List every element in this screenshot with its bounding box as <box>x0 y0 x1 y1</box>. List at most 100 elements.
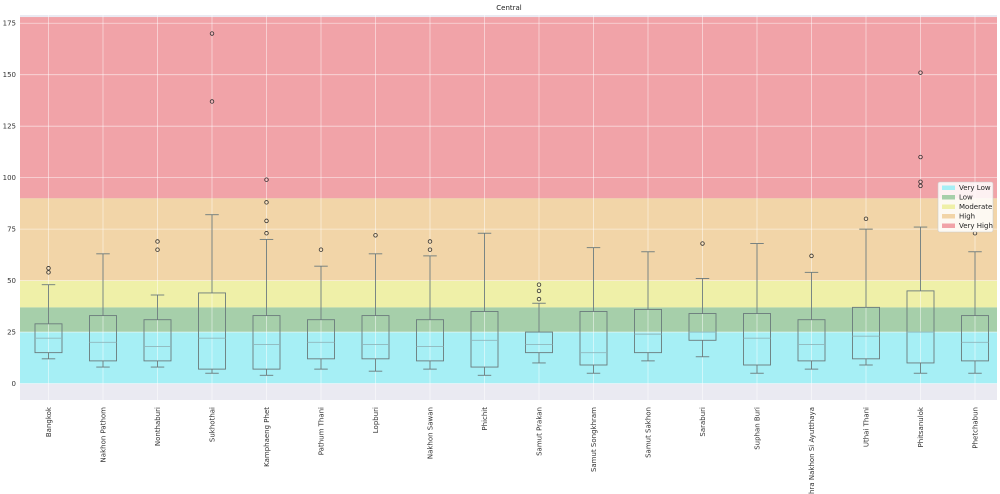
y-tick-label: 0 <box>12 380 16 388</box>
grid-lines <box>20 15 997 400</box>
legend-swatch <box>942 204 955 209</box>
box-phitsanulok <box>906 70 935 374</box>
x-tick-label: Samut Sakhon <box>645 407 653 458</box>
legend-label: High <box>959 213 975 221</box>
box-samut-sakhon <box>634 251 662 362</box>
box-phra-nakhon-si-ayutthaya <box>797 253 826 370</box>
box-suphan-buri <box>743 243 771 374</box>
box-samut-songkhram <box>579 247 608 374</box>
outlier-point <box>155 247 160 252</box>
outlier-point <box>700 241 705 246</box>
chart-title: Central <box>496 4 522 12</box>
legend-label: Low <box>959 194 973 202</box>
x-tick-label: Saraburi <box>699 407 707 437</box>
legend-box <box>937 181 994 233</box>
outlier-point <box>918 183 923 189</box>
outlier-point <box>155 239 160 244</box>
box-iqr <box>361 315 390 360</box>
box-iqr <box>688 313 717 341</box>
outlier-point <box>209 99 215 104</box>
legend-swatch <box>942 185 955 190</box>
band-low <box>20 307 997 333</box>
outlier-point <box>809 253 814 259</box>
outlier-point <box>863 216 869 222</box>
x-tick-label: Nakhon Pathom <box>100 407 108 463</box>
x-tick-label: Samut Prakan <box>536 407 544 456</box>
legend-label: Moderate <box>959 203 992 211</box>
box-pathum-thani <box>307 247 335 370</box>
x-tick-label: Uthai Thani <box>863 407 871 447</box>
outlier-point <box>918 154 923 160</box>
box-phichit <box>470 232 499 376</box>
outlier-point <box>918 70 923 75</box>
x-tick-label: Samut Songkhram <box>590 407 598 472</box>
box-sukhothai <box>198 31 226 374</box>
y-tick-label: 25 <box>7 329 16 337</box>
band-very-low <box>20 332 997 384</box>
outlier-point <box>318 247 324 252</box>
x-axis-ticks: Bangkok Nakhon Pathom Nonthaburi Sukhothai K… <box>45 406 980 494</box>
box-iqr <box>252 315 281 370</box>
outlier-point <box>427 247 433 252</box>
box-iqr <box>961 315 989 362</box>
legend-label: Very Low <box>959 184 991 192</box>
x-tick-label: Bangkok <box>45 406 53 437</box>
box-iqr <box>743 313 771 366</box>
band-high <box>20 198 997 281</box>
x-tick-label: Phra Nakhon Si Ayutthaya <box>808 407 816 494</box>
box-iqr <box>852 306 880 360</box>
x-tick-label: Nonthaburi <box>154 407 162 446</box>
band-very-high <box>20 17 997 199</box>
band-moderate <box>20 280 997 308</box>
box-samut-prakan <box>525 282 553 364</box>
x-tick-label: Sukhothai <box>209 407 217 442</box>
outlier-point <box>536 296 542 302</box>
outlier-point <box>264 231 269 236</box>
x-tick-label: Kamphaeng Phet <box>263 407 271 467</box>
box-bangkok <box>34 266 63 360</box>
y-tick-label: 100 <box>3 174 16 182</box>
outlier-point <box>427 239 433 244</box>
x-tick-label: Phetchabun <box>972 407 980 449</box>
x-tick-label: Pathum Thani <box>318 407 326 455</box>
outlier-point <box>536 288 542 294</box>
box-uthai-thani <box>852 216 880 366</box>
box-iqr <box>89 315 117 362</box>
category-bands <box>20 17 997 384</box>
legend-swatch <box>942 214 955 219</box>
y-tick-label: 175 <box>3 20 16 28</box>
box-phetchabun <box>961 231 989 374</box>
outlier-point <box>264 177 269 182</box>
box-iqr <box>198 292 226 370</box>
box-iqr <box>634 308 662 354</box>
x-tick-label: Phichit <box>481 407 489 431</box>
y-tick-label: 50 <box>7 277 16 285</box>
outlier-point <box>536 282 542 287</box>
outlier-point <box>46 270 51 275</box>
box-series <box>34 31 989 376</box>
y-axis-ticks: 0 25 50 75 100 125 150 175 <box>3 20 16 388</box>
outlier-point <box>264 218 269 224</box>
box-iqr <box>797 319 826 362</box>
box-iqr <box>143 319 172 362</box>
box-iqr <box>906 290 935 364</box>
outlier-point <box>264 200 269 205</box>
legend-label: Very High <box>959 222 993 230</box>
box-iqr <box>307 319 335 360</box>
outlier-point <box>373 233 378 238</box>
x-tick-label: Nakhon Sawan <box>427 407 435 459</box>
box-iqr <box>525 331 553 354</box>
legend-swatch <box>942 195 955 200</box>
box-iqr <box>416 319 444 362</box>
box-iqr <box>579 311 608 366</box>
box-nonthaburi <box>143 239 172 368</box>
box-saraburi <box>688 241 717 358</box>
outlier-point <box>46 266 51 271</box>
legend-swatch <box>942 223 955 228</box>
box-nakhon-pathom <box>89 253 117 368</box>
x-tick-label: Lopburi <box>372 407 380 433</box>
x-tick-label: Phitsanulok <box>917 406 925 447</box>
x-tick-label: Suphan Buri <box>754 407 762 450</box>
box-iqr <box>470 311 499 368</box>
